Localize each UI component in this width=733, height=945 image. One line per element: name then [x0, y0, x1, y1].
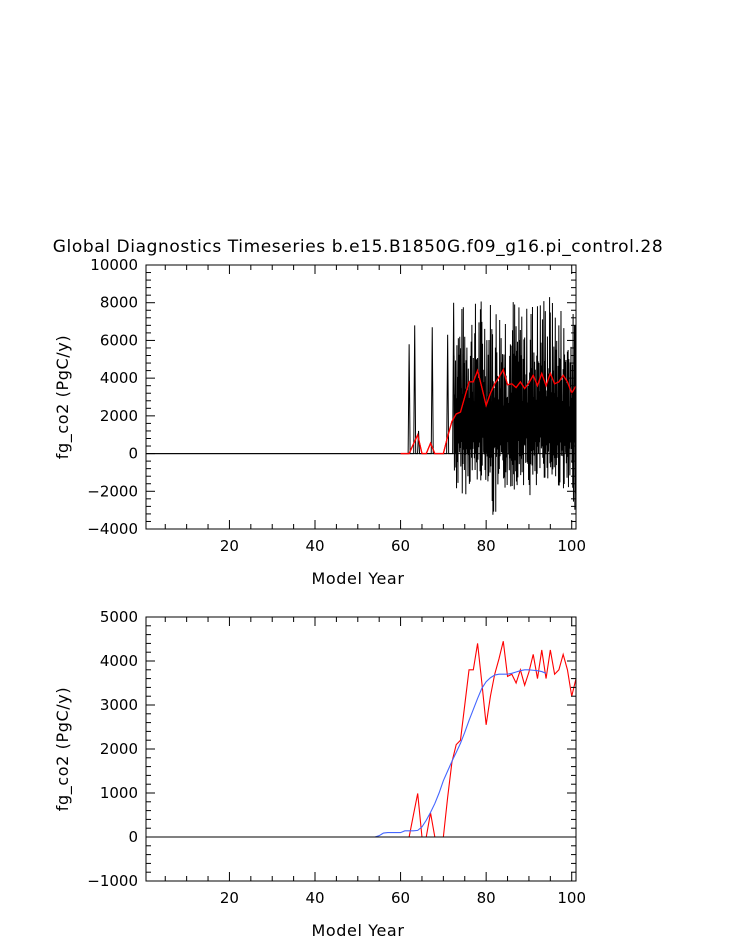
- top-y-tick-label: −4000: [87, 520, 138, 538]
- bottom-annual-series-line: [148, 641, 577, 838]
- bottom-panel: −1000 0 1000 2000 3000 4000 5000 20 40 60 80 100 Mo…: [53, 608, 586, 940]
- top-x-tick-label: 100: [557, 537, 586, 555]
- top-plot-frame: [145, 264, 577, 530]
- bottom-y-tick-label: 2000: [100, 740, 138, 758]
- bottom-ticks: −1000 0 1000 2000 3000 4000 5000 20 40 60 80 100: [87, 608, 586, 907]
- chart-title: Global Diagnostics Timeseries b.e15.B185…: [53, 237, 664, 257]
- top-y-tick-label: 8000: [100, 294, 138, 312]
- bottom-x-tick-label: 100: [557, 889, 586, 907]
- top-x-axis-label: Model Year: [312, 569, 405, 588]
- top-panel: −4000 −2000 0 2000 4000 6000 8000 10000 20 40 60 80…: [53, 256, 586, 588]
- bottom-plot-area: [148, 641, 577, 838]
- bottom-x-axis-label: Model Year: [312, 921, 405, 940]
- bottom-y-tick-label: 4000: [100, 652, 138, 670]
- top-plot-area: [146, 297, 577, 515]
- bottom-y-tick-label: 1000: [100, 784, 138, 802]
- top-y-tick-label: 2000: [100, 407, 138, 425]
- top-x-tick-label: 20: [220, 537, 239, 555]
- top-monthly-series-line: [146, 297, 577, 515]
- bottom-x-tick-label: 80: [477, 889, 496, 907]
- bottom-x-tick-label: 40: [305, 889, 324, 907]
- bottom-y-tick-label: 3000: [100, 696, 138, 714]
- bottom-y-tick-label: 0: [128, 828, 138, 846]
- bottom-plot-frame: [145, 616, 577, 882]
- top-y-tick-label: 6000: [100, 331, 138, 349]
- bottom-y-tick-label: 5000: [100, 608, 138, 626]
- top-ticks: −4000 −2000 0 2000 4000 6000 8000 10000 20 40 60 80…: [87, 256, 586, 555]
- top-x-tick-label: 60: [391, 537, 410, 555]
- top-x-tick-label: 40: [305, 537, 324, 555]
- top-y-tick-label: 10000: [90, 256, 138, 274]
- top-y-tick-label: −2000: [87, 482, 138, 500]
- top-y-tick-label: 4000: [100, 369, 138, 387]
- top-y-tick-label: 0: [128, 445, 138, 463]
- top-y-axis-label: fg_co2 (PgC/y): [53, 335, 73, 459]
- bottom-x-tick-label: 60: [391, 889, 410, 907]
- bottom-x-tick-label: 20: [220, 889, 239, 907]
- bottom-y-axis-label: fg_co2 (PgC/y): [53, 687, 73, 811]
- top-x-tick-label: 80: [477, 537, 496, 555]
- bottom-y-tick-label: −1000: [87, 872, 138, 890]
- bottom-smooth-series-line: [374, 669, 547, 838]
- top-annual-series-overlay: [400, 367, 577, 455]
